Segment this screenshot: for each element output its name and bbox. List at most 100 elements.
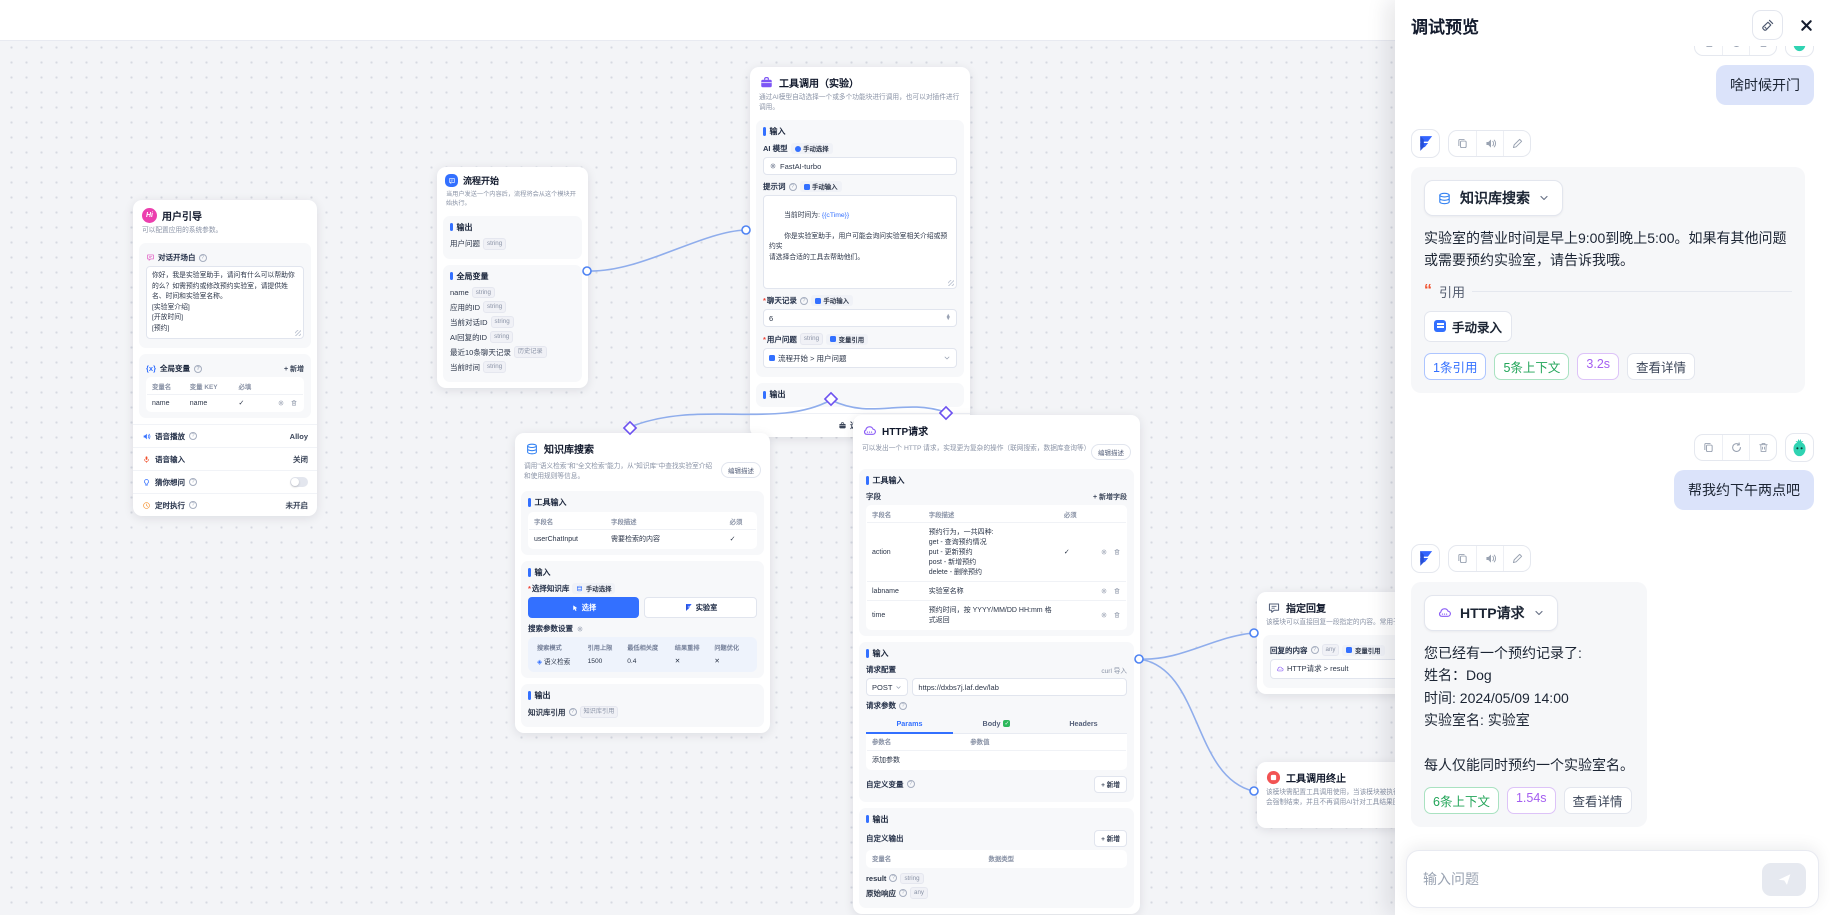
guess-question-toggle[interactable] bbox=[290, 477, 308, 488]
resize-handle[interactable] bbox=[948, 280, 954, 287]
edit-desc-button[interactable]: 编辑描述 bbox=[721, 462, 761, 478]
latency-badge[interactable]: 3.2s bbox=[1577, 352, 1620, 380]
prompt-textarea[interactable]: 当前时间为: {{cTime}} 你是实验室助手，用户可能会询问实验室相关介绍或… bbox=[763, 195, 957, 290]
field-desc: 需要检索的内容 bbox=[606, 529, 725, 549]
tts-icon[interactable] bbox=[1476, 545, 1503, 571]
copy-icon[interactable] bbox=[1695, 435, 1722, 460]
node-user-guide[interactable]: Hi 用户引导 可以配置应用的系统参数。 对话开场白 你好，我是实验室助手，请问… bbox=[133, 200, 317, 517]
delete-var-icon[interactable] bbox=[290, 399, 298, 407]
copy-icon[interactable] bbox=[1449, 131, 1476, 156]
section-tool-input-label: 工具输入 bbox=[872, 476, 905, 485]
model-select[interactable]: FastAI-turbo bbox=[763, 157, 957, 176]
copy-icon[interactable] bbox=[1695, 46, 1722, 55]
info-icon[interactable] bbox=[899, 889, 907, 898]
node-title: 流程开始 bbox=[463, 176, 500, 186]
fields-table: 字段名 字段描述 必须 action 预约行为，一共四种: get - 查询预约… bbox=[866, 505, 1127, 630]
info-icon[interactable] bbox=[189, 478, 197, 487]
view-details-button[interactable]: 查看详情 bbox=[1627, 352, 1696, 380]
curl-import-button[interactable]: curl 导入 bbox=[1101, 667, 1127, 675]
add-custom-var-button[interactable]: + 新增 bbox=[1094, 775, 1127, 793]
section-output-label: 输出 bbox=[872, 814, 889, 824]
user-message: 帮我约下午两点吧 bbox=[1411, 432, 1814, 510]
node-kb-search[interactable]: 知识库搜索 调用"语义检索"和"全文检索"能力，从"知识库"中查找实验室介绍和使… bbox=[515, 433, 770, 734]
info-icon[interactable] bbox=[194, 364, 203, 373]
node-desc: 通过AI模型自动选择一个或多个功能块进行调用，也可以对插件进行调用。 bbox=[759, 94, 960, 112]
add-param-placeholder[interactable]: 添加参数 bbox=[867, 749, 1126, 769]
info-icon[interactable] bbox=[189, 432, 197, 441]
retry-icon[interactable] bbox=[1722, 46, 1749, 55]
delete-field-icon[interactable] bbox=[1113, 548, 1121, 556]
info-icon[interactable] bbox=[906, 780, 915, 788]
add-custom-output-button[interactable]: + 新增 bbox=[1094, 829, 1127, 847]
edit-field-icon[interactable] bbox=[1100, 611, 1108, 619]
edit-icon[interactable] bbox=[1503, 545, 1530, 571]
latency-badge[interactable]: 1.54s bbox=[1506, 787, 1556, 815]
url-input[interactable]: https://dxbs7j.laf.dev/lab bbox=[912, 678, 1127, 696]
info-icon[interactable] bbox=[198, 253, 207, 262]
setting-scheduled-run[interactable]: 定时执行 未开启 bbox=[133, 493, 317, 516]
select-kb-button[interactable]: 选择 bbox=[528, 597, 639, 619]
add-field-button[interactable]: + 新增字段 bbox=[1092, 493, 1127, 501]
module-dropdown[interactable]: HTTP请求 bbox=[1424, 594, 1558, 631]
delete-icon[interactable] bbox=[1749, 434, 1776, 460]
send-button[interactable] bbox=[1762, 862, 1806, 896]
field-name: action bbox=[867, 522, 924, 582]
param-rerank: ✕ bbox=[674, 658, 681, 666]
setting-voice-play[interactable]: 语音播放 Alloy bbox=[133, 424, 317, 447]
custom-output-label: 自定义输出 bbox=[866, 833, 904, 843]
clear-chat-button[interactable] bbox=[1752, 10, 1783, 40]
citations-badge[interactable]: 1条引用 bbox=[1424, 352, 1487, 380]
info-icon[interactable] bbox=[568, 708, 577, 717]
history-count-input[interactable]: 6 ▲ ▼ bbox=[763, 309, 957, 328]
ai-message: HTTP请求 您已经有一个预约记录了: 姓名：Dog 时间: 2024/05/0… bbox=[1411, 543, 1814, 828]
global-vars-label: 全局变量 bbox=[160, 364, 191, 374]
chat-input[interactable] bbox=[1423, 871, 1762, 887]
delete-field-icon[interactable] bbox=[1113, 587, 1121, 595]
copy-icon[interactable] bbox=[1449, 546, 1476, 571]
col-header: 数据类型 bbox=[988, 856, 1015, 863]
info-icon[interactable] bbox=[799, 296, 808, 305]
question-ref-select[interactable]: 流程开始 > 用户问题 bbox=[763, 348, 957, 369]
info-icon[interactable] bbox=[189, 501, 197, 510]
tts-icon[interactable] bbox=[1476, 131, 1503, 156]
global-vars-table: 变量名 变量 KEY 必填 name name ✓ bbox=[146, 377, 304, 413]
module-dropdown[interactable]: 知识库搜索 bbox=[1424, 180, 1563, 216]
setting-guess-question[interactable]: 猜你想问 bbox=[133, 470, 317, 493]
add-variable-button[interactable]: + 新增 bbox=[283, 365, 304, 373]
stepper[interactable]: ▲ ▼ bbox=[945, 313, 951, 323]
node-flow-start[interactable]: 流程开始 当用户发送一个内容后，流程将会从这个模块开始执行。 输出 用户问题 s… bbox=[437, 167, 588, 389]
info-icon[interactable] bbox=[788, 182, 797, 191]
tab-params[interactable]: Params bbox=[866, 715, 953, 734]
edit-field-icon[interactable] bbox=[1100, 587, 1108, 595]
node-tool-call[interactable]: 工具调用（实验） 通过AI模型自动选择一个或多个功能块进行调用，也可以对插件进行… bbox=[750, 67, 970, 438]
close-icon[interactable] bbox=[1799, 18, 1814, 33]
chat-area[interactable]: 啥时候开门 知识库搜索 实验室的营业时间是早上9:00到晚上5:00。如果有其他… bbox=[1395, 46, 1830, 915]
col-header: 最低相关度 bbox=[627, 645, 659, 653]
setting-voice-input[interactable]: 语音输入 关闭 bbox=[133, 447, 317, 470]
tab-body[interactable]: Body ✓ bbox=[953, 715, 1040, 733]
node-http-request[interactable]: HTTP请求 可以发出一个 HTTP 请求，实现更为复杂的操作（联网搜索，数据库… bbox=[853, 415, 1140, 915]
quote-source-tag[interactable]: 手动录入 bbox=[1424, 310, 1513, 342]
delete-icon[interactable] bbox=[1749, 46, 1776, 55]
info-icon[interactable] bbox=[1310, 646, 1319, 654]
edit-field-icon[interactable] bbox=[1100, 548, 1108, 556]
edit-var-icon[interactable] bbox=[277, 399, 285, 407]
edit-icon[interactable] bbox=[1503, 131, 1530, 156]
manual-input-badge: 手动输入 bbox=[799, 181, 842, 193]
retry-icon[interactable] bbox=[1722, 434, 1749, 460]
resize-handle[interactable] bbox=[295, 330, 301, 337]
table-row: time 预约时间，按 YYYY/MM/DD HH:mm 格式返回 bbox=[867, 600, 1126, 629]
badge-text: 手动输入 bbox=[823, 298, 849, 306]
tab-headers[interactable]: Headers bbox=[1040, 715, 1127, 733]
context-badge[interactable]: 5条上下文 bbox=[1494, 352, 1570, 380]
view-details-button[interactable]: 查看详情 bbox=[1563, 787, 1632, 815]
edit-desc-button[interactable]: 编辑描述 bbox=[1091, 444, 1131, 460]
delete-field-icon[interactable] bbox=[1113, 611, 1121, 619]
info-icon[interactable] bbox=[889, 874, 898, 883]
method-select[interactable]: POST bbox=[866, 678, 909, 696]
opening-textarea[interactable]: 你好，我是实验室助手，请问有什么可以帮助你的么？如需预约或修改预约实验室，请提供… bbox=[146, 266, 304, 340]
info-icon[interactable] bbox=[899, 701, 907, 710]
context-badge[interactable]: 6条上下文 bbox=[1424, 787, 1499, 815]
kb-item-button[interactable]: 实验室 bbox=[644, 597, 757, 619]
gear-icon[interactable] bbox=[576, 625, 584, 633]
